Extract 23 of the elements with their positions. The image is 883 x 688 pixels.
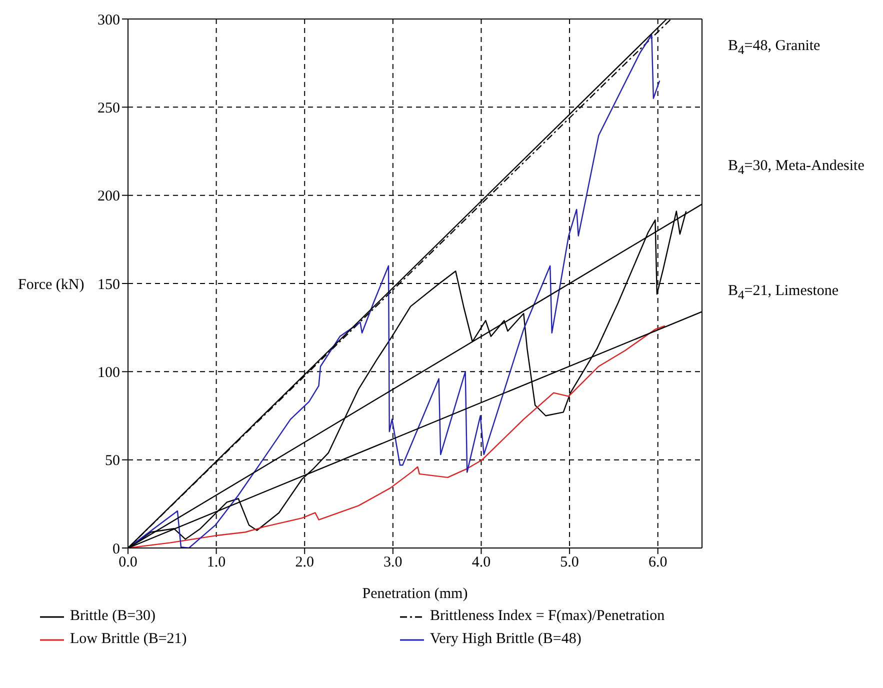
y-tick-label: 200: [98, 188, 120, 205]
x-tick-label: 6.0: [648, 554, 668, 571]
x-axis-title: Penetration (mm): [362, 586, 468, 602]
legend-label: Very High Brittle (B=48): [430, 631, 582, 648]
x-tick-label: 2.0: [295, 554, 314, 571]
x-tick-label: 0.0: [118, 554, 138, 571]
y-tick-label: 100: [98, 364, 120, 381]
x-tick-label: 3.0: [384, 554, 402, 571]
y-tick-label: 150: [98, 276, 120, 293]
text: B$_{4}$=30, Meta-Andesite: [728, 158, 864, 178]
x-tick-label: 5.0: [560, 554, 579, 571]
text: B$_{4}$=21, Limestone: [728, 283, 839, 303]
legend-label: Low Brittle (B=21): [70, 631, 187, 648]
y-tick-label: 50: [105, 453, 120, 470]
legend-label: Brittleness Index = F(max)/Penetration: [430, 608, 665, 625]
x-tick-label: 4.0: [472, 554, 491, 571]
y-tick-label: 300: [98, 12, 120, 28]
y-tick-label: 250: [98, 100, 120, 116]
y-tick-label: 0: [112, 541, 120, 558]
x-tick-label: 1.0: [206, 554, 226, 571]
y-axis-title: Force (kN): [18, 276, 84, 293]
text: B$_{4}$=48, Granite: [728, 38, 820, 58]
legend-label: Brittle (B=30): [70, 608, 156, 625]
